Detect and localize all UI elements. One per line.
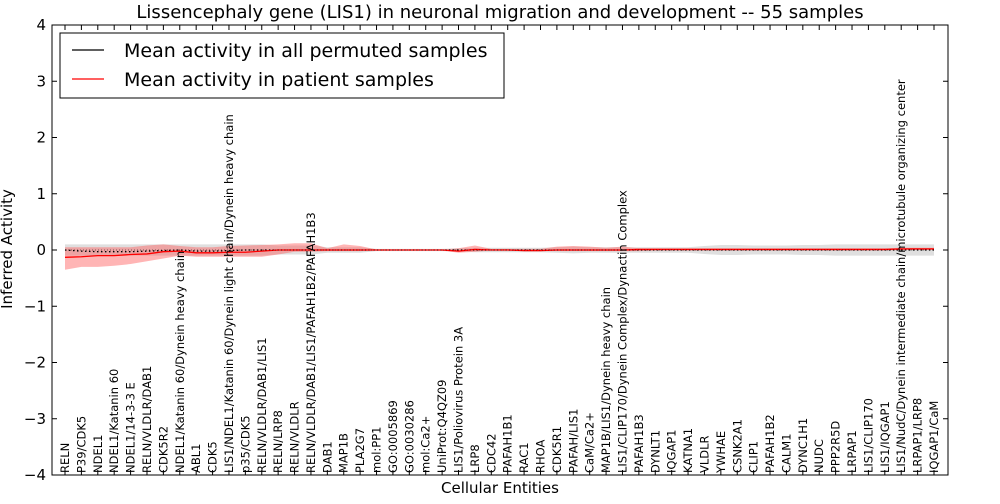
x-tick-label: DYNC1H1 xyxy=(796,418,810,473)
x-tick-label: p35/CDK5 xyxy=(238,415,252,473)
legend-label-permuted: Mean activity in all permuted samples xyxy=(124,40,487,62)
x-tick-label: NDEL1/14-3-3 E xyxy=(124,382,138,473)
x-tick-label: IQGAP1 xyxy=(665,430,679,473)
x-tick-label: IQGAP1/CaM xyxy=(927,401,941,473)
x-tick-label: RHOA xyxy=(533,440,547,473)
chart-title: Lissencephaly gene (LIS1) in neuronal mi… xyxy=(136,2,863,23)
x-tick-label: NDEL1/Katanin 60 xyxy=(107,369,121,473)
x-tick-label: RELN/VLDLR xyxy=(288,401,302,473)
x-tick-label: VLDLR xyxy=(697,435,711,473)
x-tick-label: LIS1/NDEL1/Katanin 60/Dynein light chain… xyxy=(222,114,236,473)
y-tick-label: 4 xyxy=(36,16,46,34)
x-tick-label: RAC1 xyxy=(517,442,531,473)
y-tick-label: −2 xyxy=(24,354,46,372)
x-tick-label: mol:PP1 xyxy=(370,427,384,474)
x-tick-label: GO:0005869 xyxy=(386,400,400,473)
y-tick-label: −4 xyxy=(24,466,46,484)
legend-label-patient: Mean activity in patient samples xyxy=(124,69,434,91)
x-tick-label: LRPAP1/LRP8 xyxy=(911,398,925,473)
x-tick-label: RELN/VLDLR/DAB1 xyxy=(140,366,154,473)
y-tick-label: 0 xyxy=(36,241,46,259)
series-lines xyxy=(64,248,934,258)
x-tick-label: LIS1/Poliovirus Protein 3A xyxy=(452,327,466,473)
x-tick-label: PAFAH/LIS1 xyxy=(566,409,580,473)
x-tick-label: PAFAH1B1 xyxy=(501,414,515,473)
x-tick-label: PPP2R5D xyxy=(829,421,843,473)
y-tick-label: 2 xyxy=(36,129,46,147)
x-tick-label: DYNLT1 xyxy=(648,430,662,473)
x-tick-label: CaM/Ca2+ xyxy=(583,412,597,473)
x-tick-label: NDEL1 xyxy=(91,435,105,473)
x-tick-label: CLIP1 xyxy=(747,441,761,473)
x-tick-label: MAP1B xyxy=(337,433,351,473)
legend-box xyxy=(59,32,505,99)
x-tick-label: NUDC xyxy=(812,439,826,473)
x-axis-label: Cellular Entities xyxy=(441,479,559,497)
x-tick-label: PLA2G7 xyxy=(353,428,367,473)
x-tick-label: CSNK2A1 xyxy=(730,419,744,473)
x-tick-label: MAP1B/LIS1/Dynein heavy chain xyxy=(599,287,613,473)
x-tick-label: RELN xyxy=(58,443,72,473)
x-tick-label: LRPAP1 xyxy=(845,430,859,473)
y-tick-label: 1 xyxy=(36,185,46,203)
x-tick-label: ABL1 xyxy=(189,444,203,473)
line-patient xyxy=(64,248,934,258)
x-tick-label: LIS1/CLIP170 xyxy=(861,398,875,473)
x-tick-label: LIS1/CLIP170/Dynein Complex/Dynactin Com… xyxy=(615,190,629,473)
x-tick-label: NDEL1/Katanin 60/Dynein heavy chain xyxy=(173,251,187,473)
x-tick-labels: RELN P39/CDK5 NDEL1 NDEL1/Katanin 60 NDEL1/1… xyxy=(58,25,941,475)
x-tick-label: CDK5R2 xyxy=(156,426,170,473)
x-tick-label: GO:0030286 xyxy=(402,400,416,473)
x-tick-label: CDC42 xyxy=(484,433,498,473)
x-tick-label: YWHAE xyxy=(714,431,728,474)
x-tick-label: PAFAH1B2 xyxy=(763,414,777,473)
x-tick-label: RELN/VLDLR/DAB1/LIS1/PAFAH1B2/PAFAH1B3 xyxy=(304,212,318,473)
x-tick-label: LRP8 xyxy=(468,444,482,473)
x-tick-label: CDK5 xyxy=(206,441,220,473)
x-tick-label: CDK5R1 xyxy=(550,426,564,473)
x-tick-label: LIS1/IQGAP1 xyxy=(878,401,892,473)
x-tick-label: P39/CDK5 xyxy=(74,416,88,473)
x-tick-label: PAFAH1B3 xyxy=(632,414,646,473)
x-tick-label: UniProt:Q4QZ09 xyxy=(435,380,449,473)
y-tick-label: −3 xyxy=(24,410,46,428)
y-tick-label: 3 xyxy=(36,72,46,90)
y-tick-label: −1 xyxy=(24,297,46,315)
y-axis: −4 −3 −2 −1 0 1 2 3 4 xyxy=(24,16,948,484)
x-tick-label: CALM1 xyxy=(779,433,793,473)
x-tick-label: mol:Ca2+ xyxy=(419,416,433,473)
y-axis-label: Inferred Activity xyxy=(0,189,16,309)
x-tick-label: DAB1 xyxy=(320,441,334,473)
x-tick-label: RELN/LRP8 xyxy=(271,410,285,473)
x-tick-label: RELN/VLDLR/DAB1/LIS1 xyxy=(255,337,269,473)
x-tick-label: LIS1/NudC/Dynein intermediate chain/micr… xyxy=(894,79,908,473)
x-tick-label: KATNA1 xyxy=(681,428,695,473)
legend: Mean activity in all permuted samples Me… xyxy=(59,32,505,99)
